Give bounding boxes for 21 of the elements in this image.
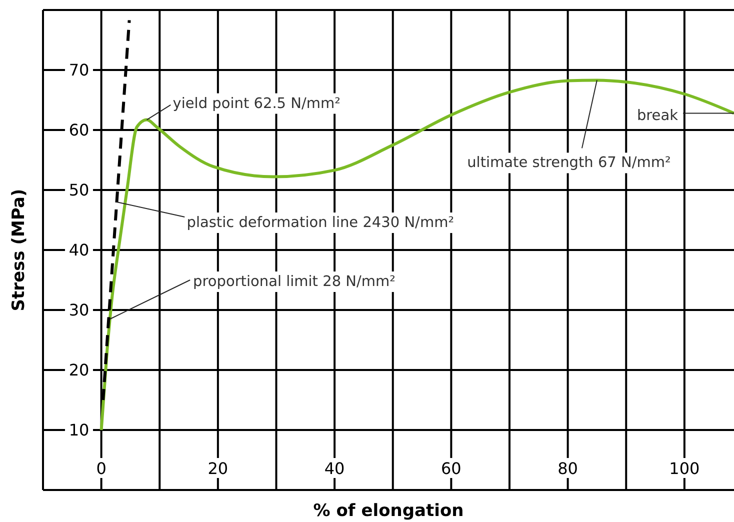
- x-tick-label: 100: [669, 459, 700, 478]
- annotation: yield point 62.5 N/mm²: [172, 96, 340, 112]
- x-tick-label: 80: [558, 459, 578, 478]
- y-tick-label: 10: [68, 420, 90, 440]
- annotation: proportional limit 28 N/mm²: [193, 274, 396, 290]
- annotation: ultimate strength 67 N/mm²: [467, 155, 671, 172]
- y-tick-label: 60: [68, 120, 90, 140]
- y-tick-label: 70: [68, 60, 90, 80]
- y-axis-title: Stress (MPa): [9, 188, 29, 312]
- x-tick-label: 60: [441, 459, 462, 478]
- x-tick-label: 0: [96, 459, 106, 478]
- y-tick-label: 30: [68, 300, 90, 320]
- y-tick-label: 20: [68, 360, 90, 380]
- x-axis-title: % of elongation: [313, 501, 464, 521]
- y-tick-label: 50: [68, 180, 90, 200]
- line-series: [100, 78, 734, 432]
- y-tick-label: 40: [68, 240, 90, 260]
- x-tick-label: 20: [208, 459, 228, 478]
- x-tick-label: 40: [324, 459, 345, 478]
- annotation: break: [636, 108, 679, 124]
- annotation: plastic deformation line 2430 N/mm²: [186, 215, 454, 231]
